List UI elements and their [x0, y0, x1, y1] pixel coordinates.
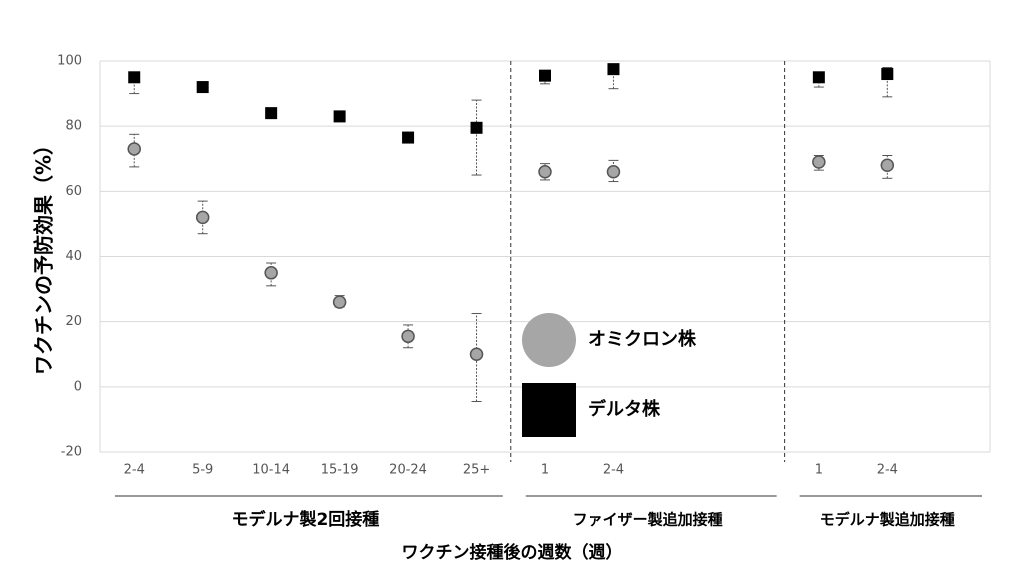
y-tick-label: 80: [65, 119, 82, 134]
point: [606, 165, 621, 179]
point: [538, 165, 552, 179]
legend-label: オミクロン株: [588, 328, 697, 350]
point: [607, 63, 620, 76]
point: [127, 142, 141, 156]
point: [812, 71, 825, 84]
point: [880, 158, 895, 173]
point: [333, 110, 346, 123]
x-tick-label: 5-9: [192, 463, 213, 478]
point: [881, 68, 894, 81]
x-tick-label: 2-4: [877, 463, 898, 478]
point: [402, 131, 415, 144]
x-tick-label: 20-24: [389, 463, 427, 478]
point: [264, 266, 278, 280]
x-tick-label: 2-4: [124, 463, 145, 478]
legend-label: デルタ株: [588, 398, 661, 420]
point: [469, 347, 484, 361]
point: [401, 329, 415, 344]
point: [470, 121, 483, 134]
y-axis-title: ワクチンの予防効果（%）: [32, 135, 56, 375]
point: [128, 71, 141, 84]
point: [812, 155, 826, 169]
point: [332, 295, 347, 309]
y-tick-label: 20: [65, 314, 82, 329]
legend-marker: [522, 383, 576, 437]
x-tick-label: 25+: [463, 463, 490, 478]
group-label: モデルナ製追加接種: [820, 511, 955, 529]
y-tick-label: 40: [65, 249, 82, 264]
x-tick-label: 15-19: [321, 463, 359, 478]
point: [195, 210, 210, 225]
x-axis-title: ワクチン接種後の週数（週）: [402, 542, 623, 563]
point: [539, 69, 551, 82]
y-tick-label: 0: [74, 379, 82, 394]
point: [265, 107, 278, 120]
x-tick-label: 2-4: [603, 463, 624, 478]
legend-marker: [522, 313, 576, 367]
y-tick-label: 100: [57, 54, 82, 69]
y-tick-label: -20: [61, 445, 82, 460]
group-label: モデルナ製2回接種: [231, 509, 379, 530]
x-tick-label: 1: [815, 463, 823, 478]
group-label: ファイザー製追加接種: [573, 511, 723, 529]
x-tick-label: 10-14: [252, 463, 290, 478]
y-tick-label: 60: [65, 184, 82, 199]
x-tick-label: 1: [541, 463, 549, 478]
point: [196, 81, 209, 94]
